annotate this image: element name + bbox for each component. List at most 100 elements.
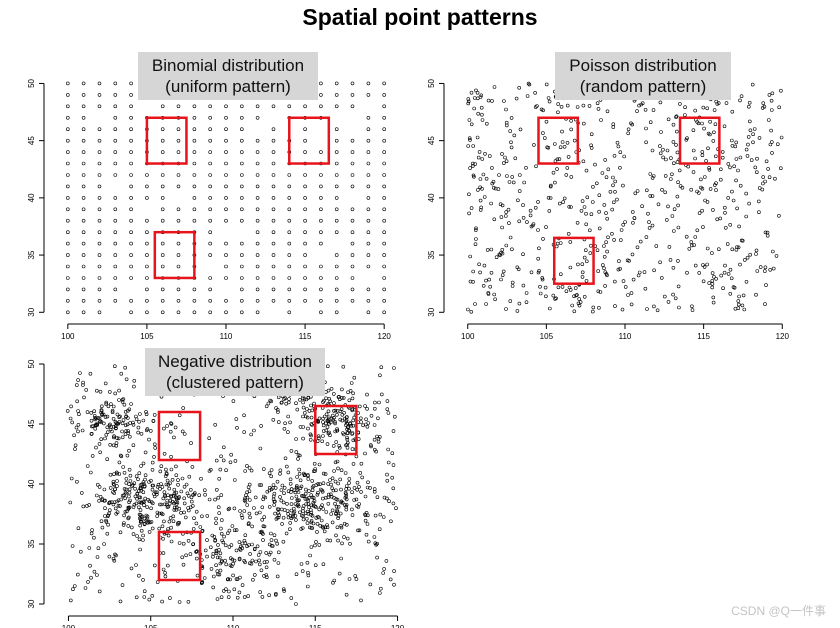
data-point — [271, 127, 276, 131]
data-point — [97, 173, 102, 177]
data-point — [611, 183, 615, 188]
data-point — [211, 551, 216, 556]
data-point — [269, 487, 274, 492]
data-point — [240, 173, 244, 177]
data-point — [391, 429, 396, 433]
data-point — [622, 154, 627, 159]
data-point — [700, 153, 705, 157]
data-point — [372, 447, 377, 452]
data-point — [295, 475, 299, 479]
data-point — [701, 225, 705, 229]
data-point — [744, 214, 749, 219]
data-point — [321, 507, 326, 511]
data-point — [352, 486, 357, 490]
data-point — [252, 428, 256, 433]
data-point — [141, 461, 146, 466]
data-point — [124, 429, 128, 433]
data-point — [287, 196, 292, 200]
data-point — [357, 485, 361, 489]
data-point — [66, 196, 70, 200]
data-point — [595, 248, 600, 252]
data-point — [333, 421, 337, 426]
data-point — [310, 423, 314, 427]
data-point — [99, 410, 103, 415]
data-point — [334, 511, 338, 516]
data-point — [127, 500, 131, 505]
data-point — [376, 416, 380, 421]
data-point — [718, 167, 723, 172]
data-point — [214, 563, 218, 568]
data-point — [745, 255, 750, 260]
data-point — [319, 218, 323, 223]
data-point — [762, 104, 767, 109]
data-point — [209, 567, 214, 571]
data-point — [319, 264, 323, 269]
data-point — [169, 493, 174, 498]
data-point — [334, 504, 339, 509]
data-point — [720, 155, 725, 160]
data-point — [670, 172, 674, 177]
data-point — [569, 127, 574, 132]
data-point — [66, 298, 70, 303]
data-point — [544, 119, 549, 124]
data-point — [117, 472, 122, 476]
data-point — [666, 300, 671, 304]
data-point — [340, 500, 345, 505]
data-point — [736, 299, 741, 303]
data-point — [723, 263, 727, 268]
data-point — [145, 505, 149, 510]
data-point — [390, 475, 395, 480]
data-point — [350, 218, 355, 223]
data-point — [559, 105, 564, 109]
data-point — [89, 431, 94, 436]
data-point — [633, 191, 638, 196]
quadrat-box — [537, 116, 580, 165]
data-point — [513, 156, 518, 161]
data-point — [365, 406, 369, 411]
data-point — [163, 474, 168, 478]
data-point — [742, 258, 747, 262]
panel-title-line1: Poisson distribution — [569, 56, 717, 75]
data-point — [619, 228, 624, 232]
data-point — [525, 94, 530, 98]
data-point — [70, 544, 75, 548]
y-tick-label: 40 — [427, 193, 436, 202]
data-point — [254, 559, 258, 564]
data-point — [754, 170, 759, 174]
data-point — [580, 270, 585, 275]
data-point — [330, 476, 335, 481]
data-point — [208, 310, 212, 315]
data-point — [97, 442, 102, 446]
data-point — [69, 476, 74, 481]
data-point — [376, 439, 381, 444]
data-point — [315, 492, 320, 497]
data-point — [159, 511, 164, 516]
data-point — [222, 589, 226, 593]
data-point — [113, 93, 118, 97]
data-point — [736, 245, 741, 250]
data-point — [492, 292, 497, 297]
data-point — [108, 390, 112, 394]
data-point — [766, 118, 771, 122]
data-point — [678, 102, 682, 106]
data-point — [88, 563, 92, 568]
data-point — [80, 428, 85, 433]
data-point — [147, 597, 152, 602]
data-point — [333, 501, 337, 506]
data-point — [138, 412, 142, 416]
data-point — [334, 196, 339, 200]
data-point — [303, 184, 307, 189]
data-point — [334, 93, 339, 97]
data-point — [369, 444, 373, 449]
data-point — [499, 277, 503, 282]
data-point — [521, 203, 525, 207]
data-point — [240, 583, 245, 587]
data-point — [169, 525, 173, 530]
data-point — [605, 109, 610, 114]
data-point — [185, 491, 190, 496]
data-point — [145, 264, 149, 269]
data-point — [129, 116, 133, 120]
data-point — [767, 175, 772, 179]
data-point — [491, 186, 496, 190]
